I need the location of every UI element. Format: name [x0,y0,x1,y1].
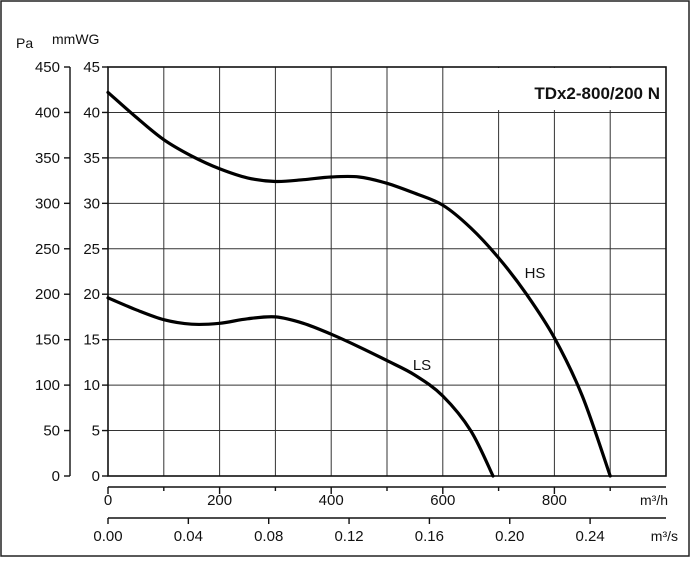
mmwg-tick-label: 30 [83,195,100,212]
grid [108,67,666,476]
mmwg-tick-label: 15 [83,332,100,349]
pa-tick-label: 350 [35,150,60,167]
flow-m3s-tick-label: 0.24 [576,528,605,545]
flow-m3s-tick-label: 0.16 [415,528,444,545]
chart-title: TDx2-800/200 N [534,84,660,103]
flow-m3s-tick-label: 0.08 [254,528,283,545]
flow-m3h-unit-label: m³/h [640,492,668,508]
mmwg-unit-label: mmWG [52,31,99,47]
flow-m3s-tick-label: 0.04 [174,528,203,545]
pa-tick-label: 250 [35,241,60,258]
flow-m3h-tick-label: 800 [542,492,567,509]
mmwg-tick-label: 40 [83,104,100,121]
flow-m3h-tick-label: 200 [207,492,232,509]
series-line-hs [106,90,612,478]
plot-border [107,66,667,477]
pa-tick-label: 450 [35,59,60,76]
pa-tick-label: 50 [43,423,60,440]
flow-m3s-tick-label: 0.12 [334,528,363,545]
title-box [497,68,665,110]
flow-m3h-tick-label: 400 [319,492,344,509]
flow-m3h-tick-label: 0 [104,492,112,509]
pa-tick-label: 0 [52,468,60,485]
flow-m3s-tick-label: 0.00 [93,528,122,545]
mmwg-tick-label: 25 [83,241,100,258]
pa-tick-label: 100 [35,377,60,394]
pa-tick-label: 200 [35,286,60,303]
series [106,90,612,478]
pa-tick-label: 400 [35,104,60,121]
flow-m3h-tick-label: 600 [430,492,455,509]
mmwg-tick-label: 10 [83,377,100,394]
mmwg-tick-label: 35 [83,150,100,167]
flow-m3s-unit-label: m³/s [651,528,678,544]
mmwg-tick-label: 0 [92,468,100,485]
mmwg-tick-label: 20 [83,286,100,303]
pa-unit-label: Pa [16,35,33,51]
series-line-ls [106,296,495,478]
pa-tick-label: 300 [35,195,60,212]
pa-tick-label: 150 [35,332,60,349]
mmwg-tick-label: 5 [92,423,100,440]
series-label-hs: HS [525,265,546,282]
flow-m3s-tick-label: 0.20 [495,528,524,545]
series-label-ls: LS [413,357,431,374]
mmwg-tick-label: 45 [83,59,100,76]
